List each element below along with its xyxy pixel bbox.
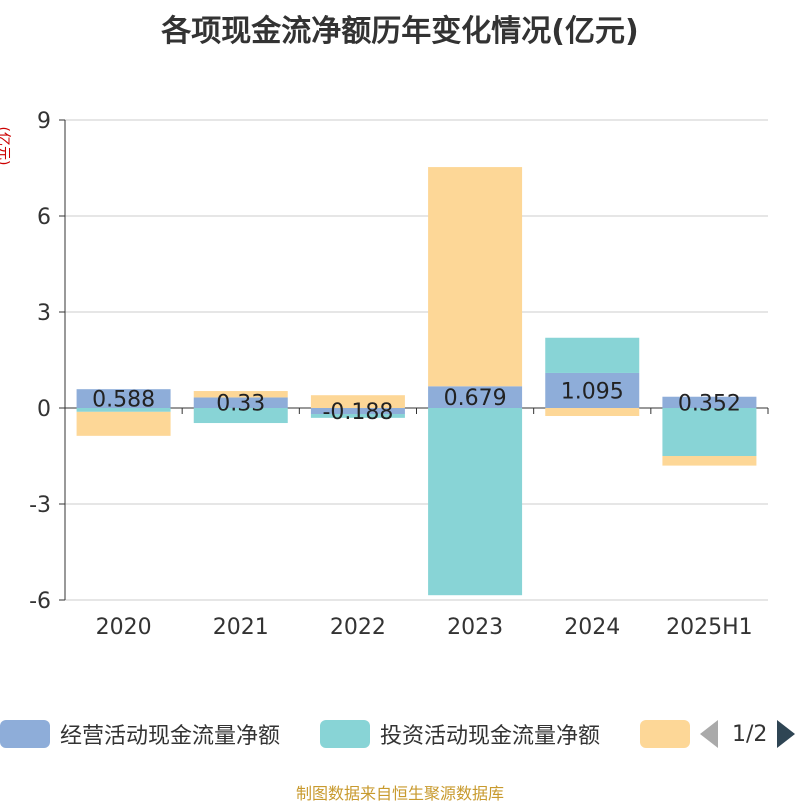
legend-swatch-operating <box>0 720 50 748</box>
legend-swatch-third <box>640 720 690 748</box>
legend-label-investing: 投资活动现金流量净额 <box>380 724 601 749</box>
legend-item-third[interactable] <box>640 716 700 752</box>
x-tick-label: 2022 <box>330 615 386 640</box>
legend-item-operating[interactable]: 经营活动现金流量净额 <box>0 716 280 752</box>
bar-segment-s1-2025h1[interactable] <box>662 408 757 456</box>
y-tick-label: 9 <box>37 109 51 134</box>
data-label-operating-2025h1: 0.352 <box>678 391 741 416</box>
y-tick-label: 0 <box>37 397 51 422</box>
bar-segment-s2-2020[interactable] <box>76 411 171 436</box>
bar-segment-s0-2023[interactable] <box>428 386 523 408</box>
bar-segment-s1-2023[interactable] <box>428 408 523 596</box>
data-label-operating-2024: 1.095 <box>561 379 624 404</box>
bar-segment-s0-2022[interactable] <box>310 408 405 415</box>
bar-segment-s2-2022[interactable] <box>310 395 405 408</box>
y-tick-label: -6 <box>29 589 51 614</box>
data-label-operating-2023: 0.679 <box>444 386 507 411</box>
bar-segment-s2-2023[interactable] <box>428 167 523 387</box>
x-tick-label: 2023 <box>447 615 503 640</box>
bar-segment-s0-2024[interactable] <box>545 372 640 408</box>
bar-segment-s0-2020[interactable] <box>76 389 171 408</box>
bar-segment-s0-2021[interactable] <box>193 397 288 408</box>
data-source-note: 制图数据来自恒生聚源数据库 <box>295 784 504 803</box>
legend-item-investing[interactable]: 投资活动现金流量净额 <box>320 716 600 752</box>
data-label-operating-2021: 0.33 <box>216 392 265 417</box>
x-tick-label: 2025H1 <box>666 615 753 640</box>
bar-segment-s2-2021[interactable] <box>193 391 288 398</box>
cash-flow-chart: 9 6 3 0 -3 -6 2020 2021 2022 2023 2024 2025H1 0.588… <box>29 109 769 640</box>
chart-title: 各项现金流净额历年变化情况(亿元) <box>161 14 639 49</box>
x-tick-label: 2024 <box>564 615 620 640</box>
y-tick-label: 3 <box>37 301 51 326</box>
bar-segment-s2-2025h1[interactable] <box>662 456 757 466</box>
y-tick-label: 6 <box>37 205 51 230</box>
legend-label-operating: 经营活动现金流量净额 <box>60 724 281 749</box>
legend-prev-page-icon[interactable] <box>700 720 718 748</box>
bar-segment-s2-2024[interactable] <box>545 408 640 416</box>
bar-segment-s1-2022[interactable] <box>310 414 405 418</box>
bar-segment-s1-2024[interactable] <box>545 337 640 373</box>
legend-swatch-investing <box>320 720 370 748</box>
data-label-operating-2022: -0.188 <box>322 400 393 425</box>
x-tick-label: 2021 <box>213 615 269 640</box>
bar-segment-s1-2020[interactable] <box>76 408 171 412</box>
data-label-operating-2020: 0.588 <box>92 388 155 413</box>
legend-pager: 1/2 <box>700 716 796 752</box>
bar-segment-s0-2025h1[interactable] <box>662 396 757 408</box>
bar-segment-s1-2021[interactable] <box>193 408 288 424</box>
legend-page-indicator: 1/2 <box>732 721 768 747</box>
y-tick-label: -3 <box>29 493 51 518</box>
legend-next-page-icon[interactable] <box>777 720 796 748</box>
x-tick-label: 2020 <box>96 615 152 640</box>
